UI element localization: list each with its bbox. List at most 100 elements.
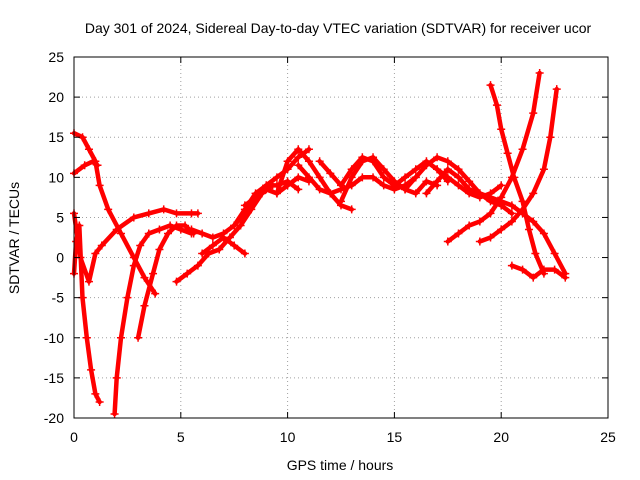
y-tick-label: -10 — [44, 330, 64, 346]
data-point — [283, 157, 292, 166]
data-point — [358, 157, 367, 166]
data-point — [198, 249, 207, 258]
data-point — [465, 189, 474, 198]
data-point — [454, 229, 463, 238]
data-point — [230, 221, 239, 230]
data-point — [550, 249, 559, 258]
data-point — [172, 209, 181, 218]
data-point — [358, 173, 367, 182]
data-point — [531, 249, 540, 258]
data-point — [550, 265, 559, 274]
series-line — [189, 147, 312, 240]
data-point — [230, 241, 239, 250]
x-tick-label: 20 — [493, 429, 509, 445]
data-point — [172, 277, 181, 286]
data-point — [369, 173, 378, 182]
y-tick-label: -5 — [52, 290, 65, 306]
data-point — [198, 229, 207, 238]
series-line — [338, 155, 440, 204]
series-arc-15 — [337, 153, 442, 206]
data-point — [443, 237, 452, 246]
series-line — [445, 70, 542, 244]
data-point — [433, 165, 442, 174]
data-point — [123, 293, 132, 302]
data-point — [97, 241, 106, 250]
data-point — [87, 365, 96, 374]
data-point — [104, 205, 113, 214]
data-point — [443, 173, 452, 182]
data-point — [193, 209, 202, 218]
y-tick-label: -20 — [44, 410, 64, 426]
data-point — [411, 165, 420, 174]
data-point — [93, 161, 102, 170]
data-point — [283, 181, 292, 190]
data-point — [443, 157, 452, 166]
data-point — [304, 173, 313, 182]
data-point — [443, 165, 452, 174]
data-point — [112, 373, 121, 382]
data-point — [465, 221, 474, 230]
data-point — [486, 81, 495, 90]
data-point — [155, 225, 164, 234]
data-point — [422, 161, 431, 170]
data-point — [89, 157, 98, 166]
data-point — [337, 197, 345, 206]
axis-ticks: 0 5 10 15 20 25 -20 -15 -10 -5 0 5 10 15 20 25 — [44, 49, 616, 445]
data-point — [475, 217, 484, 226]
data-point — [84, 277, 93, 286]
data-point — [251, 193, 260, 202]
data-point — [379, 181, 388, 190]
data-point — [454, 181, 463, 190]
y-tick-label: 25 — [48, 49, 64, 65]
data-point — [315, 157, 324, 166]
x-tick-label: 25 — [600, 429, 616, 445]
series-line — [71, 159, 100, 176]
series-line — [509, 263, 568, 280]
data-point — [136, 241, 145, 250]
y-tick-label: 5 — [56, 209, 64, 225]
data-point — [369, 153, 378, 162]
data-point — [497, 125, 506, 134]
x-tick-label: 5 — [177, 429, 185, 445]
data-point — [539, 265, 548, 274]
data-point — [84, 145, 93, 154]
data-point — [486, 189, 495, 198]
series-arc-19 — [443, 69, 544, 246]
data-point — [518, 145, 527, 154]
data-point — [304, 145, 313, 154]
data-point — [529, 217, 538, 226]
data-point — [497, 181, 506, 190]
data-series — [70, 69, 570, 418]
series-arc-22 — [507, 261, 570, 282]
data-point — [454, 165, 463, 174]
y-tick-label: -15 — [44, 370, 64, 386]
data-point — [187, 225, 196, 234]
series-line — [112, 223, 194, 417]
data-point — [454, 173, 463, 182]
data-point — [503, 149, 512, 158]
data-point — [181, 221, 190, 230]
data-point — [497, 193, 506, 202]
y-axis-label: SDTVAR / TECUs — [6, 182, 22, 294]
data-point — [80, 161, 89, 170]
data-point — [294, 145, 303, 154]
data-point — [91, 249, 100, 258]
data-point — [433, 153, 442, 162]
data-point — [347, 205, 356, 214]
series-line — [71, 207, 201, 284]
x-axis-label: GPS time / hours — [287, 457, 394, 473]
data-point — [492, 101, 501, 110]
data-point — [422, 189, 431, 198]
data-point — [379, 165, 388, 174]
series-arc-6 — [134, 221, 198, 342]
data-point — [379, 173, 388, 182]
series-line — [71, 130, 158, 296]
data-point — [518, 197, 527, 206]
data-point — [304, 157, 313, 166]
data-point — [401, 185, 410, 194]
data-point — [129, 261, 138, 270]
y-tick-label: 15 — [48, 129, 64, 145]
data-point — [433, 177, 442, 186]
data-point — [507, 261, 516, 270]
